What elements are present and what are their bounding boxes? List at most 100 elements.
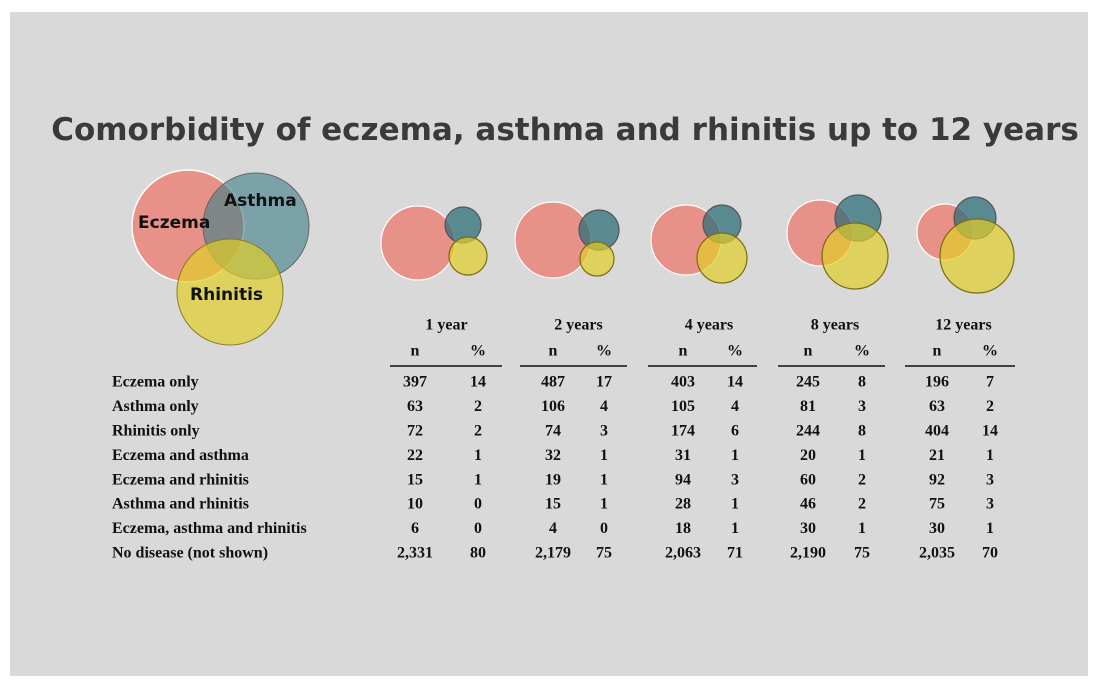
cell: 1 [731, 496, 739, 513]
cell: 21 [929, 447, 945, 464]
cell: 2 [474, 422, 482, 439]
cell: 403 [671, 374, 695, 391]
cell: 1 [474, 447, 482, 464]
cell: 6 [731, 422, 739, 439]
row-label: Eczema, asthma and rhinitis [112, 520, 307, 537]
legend-label: Asthma [224, 191, 297, 211]
subheader: n [411, 343, 420, 360]
subheader: n [679, 343, 688, 360]
cell: 74 [545, 422, 561, 439]
cell: 0 [474, 496, 482, 513]
cell: 6 [411, 520, 419, 537]
eczema-circle [380, 205, 456, 281]
cell: 80 [470, 544, 486, 561]
legend-venn: Eczema Asthma Rhinitis [131, 169, 310, 346]
cell: 63 [407, 398, 423, 415]
cell: 3 [986, 496, 994, 513]
row-label: Rhinitis only [112, 422, 200, 439]
cell: 3 [600, 422, 608, 439]
cell: 2 [986, 398, 994, 415]
cell: 2,331 [397, 544, 433, 561]
cell: 244 [796, 422, 820, 439]
row-label: Eczema and rhinitis [112, 471, 249, 488]
cell: 14 [727, 374, 743, 391]
cell: 71 [727, 544, 743, 561]
cell: 1 [858, 520, 866, 537]
cell: 17 [596, 374, 612, 391]
cell: 30 [929, 520, 945, 537]
eczema-circle [514, 201, 592, 279]
subheader: % [727, 343, 743, 360]
cell: 75 [929, 496, 945, 513]
cell: 3 [986, 471, 994, 488]
cell: 1 [986, 520, 994, 537]
legend-label: Eczema [138, 213, 210, 233]
subheader: n [549, 343, 558, 360]
cell: 94 [675, 471, 691, 488]
cell: 70 [982, 544, 998, 561]
rhinitis-circle [448, 236, 488, 276]
cell: 72 [407, 422, 423, 439]
row-label: Eczema only [112, 374, 199, 391]
cell: 18 [675, 520, 691, 537]
row-label: Asthma only [112, 398, 199, 415]
column-header: 12 years [935, 317, 991, 334]
cell: 14 [982, 422, 998, 439]
subheader: n [804, 343, 813, 360]
column-header: 8 years [811, 317, 859, 334]
cell: 1 [474, 471, 482, 488]
subheader: n [933, 343, 942, 360]
cell: 2,063 [665, 544, 701, 561]
cell: 60 [800, 471, 816, 488]
cell: 28 [675, 496, 691, 513]
cell: 487 [541, 374, 565, 391]
cell: 2,179 [535, 544, 571, 561]
cell: 106 [541, 398, 565, 415]
cell: 3 [858, 398, 866, 415]
cell: 92 [929, 471, 945, 488]
cell: 8 [858, 374, 866, 391]
row-label: Asthma and rhinitis [112, 496, 249, 513]
cell: 1 [731, 520, 739, 537]
cell: 8 [858, 422, 866, 439]
cell: 15 [545, 496, 561, 513]
subheader: % [982, 343, 998, 360]
cell: 2 [858, 471, 866, 488]
legend-label: Rhinitis [190, 285, 263, 305]
cell: 22 [407, 447, 423, 464]
cell: 2 [858, 496, 866, 513]
cell: 0 [474, 520, 482, 537]
cell: 32 [545, 447, 561, 464]
cell: 4 [731, 398, 739, 415]
rhinitis-circle [176, 238, 284, 346]
cell: 2,190 [790, 544, 826, 561]
column-header: 4 years [685, 317, 733, 334]
rhinitis-circle [579, 241, 615, 277]
cell: 397 [403, 374, 427, 391]
cell: 0 [600, 520, 608, 537]
cell: 105 [671, 398, 695, 415]
row-label: No disease (not shown) [112, 544, 268, 561]
cell: 10 [407, 496, 423, 513]
cell: 31 [675, 447, 691, 464]
background [10, 12, 1088, 676]
cell: 2,035 [919, 544, 955, 561]
cell: 1 [600, 471, 608, 488]
cell: 1 [858, 447, 866, 464]
cell: 75 [596, 544, 612, 561]
row-label: Eczema and asthma [112, 447, 249, 464]
cell: 81 [800, 398, 816, 415]
subheader: % [854, 343, 870, 360]
rhinitis-circle [821, 222, 889, 290]
cell: 4 [549, 520, 557, 537]
cell: 1 [600, 447, 608, 464]
cell: 3 [731, 471, 739, 488]
cell: 75 [854, 544, 870, 561]
cell: 404 [925, 422, 949, 439]
cell: 174 [671, 422, 695, 439]
cell: 2 [474, 398, 482, 415]
rhinitis-circle [696, 232, 748, 284]
rhinitis-circle [939, 218, 1015, 294]
cell: 30 [800, 520, 816, 537]
cell: 1 [731, 447, 739, 464]
